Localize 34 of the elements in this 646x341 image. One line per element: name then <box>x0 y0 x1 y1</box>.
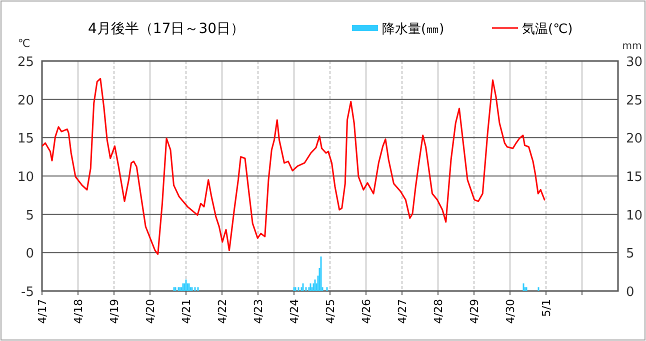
x-tick-label: 5/1 <box>540 299 553 317</box>
y-tick-label: -5 <box>21 285 34 300</box>
x-tick-label: 4/26 <box>360 299 373 324</box>
x-tick-label: 4/17 <box>36 299 49 324</box>
x-tick-label: 4/27 <box>396 299 409 324</box>
y-tick-label: 0 <box>26 246 34 262</box>
x-tick-label: 4/21 <box>180 299 193 324</box>
x-tick-label: 4/23 <box>252 299 265 324</box>
y-tick-label: 20 <box>17 93 34 108</box>
x-tick-label: 4/19 <box>108 299 121 324</box>
y2-axis-title: mm <box>622 41 642 52</box>
x-tick-label: 4/24 <box>288 299 301 324</box>
legend-label: 気温(℃) <box>522 22 573 37</box>
y2-tick-label: 15 <box>626 170 643 185</box>
y-axis-title: ℃ <box>18 37 30 50</box>
legend-label: 降水量(㎜) <box>382 22 444 37</box>
y2-tick-label: 25 <box>626 93 643 108</box>
y-tick-label: 10 <box>17 170 34 185</box>
x-tick-label: 4/25 <box>324 299 337 324</box>
x-tick-label: 4/20 <box>144 299 157 324</box>
x-tick-label: 4/18 <box>72 299 85 324</box>
y2-tick-label: 5 <box>626 246 634 262</box>
x-tick-label: 4/29 <box>468 299 481 324</box>
x-tick-label: 4/30 <box>504 299 517 324</box>
y2-tick-label: 0 <box>626 285 634 300</box>
y-tick-label: 15 <box>17 132 34 147</box>
x-tick-label: 4/22 <box>216 299 229 324</box>
y-tick-label: 5 <box>26 208 34 224</box>
y-tick-label: 25 <box>17 55 34 70</box>
x-tick-label: 4/28 <box>432 299 445 324</box>
y2-tick-label: 30 <box>626 55 643 70</box>
y2-tick-label: 10 <box>626 208 643 224</box>
y2-tick-label: 20 <box>626 132 643 147</box>
chart-title: 4月後半（17日～30日） <box>88 21 245 37</box>
